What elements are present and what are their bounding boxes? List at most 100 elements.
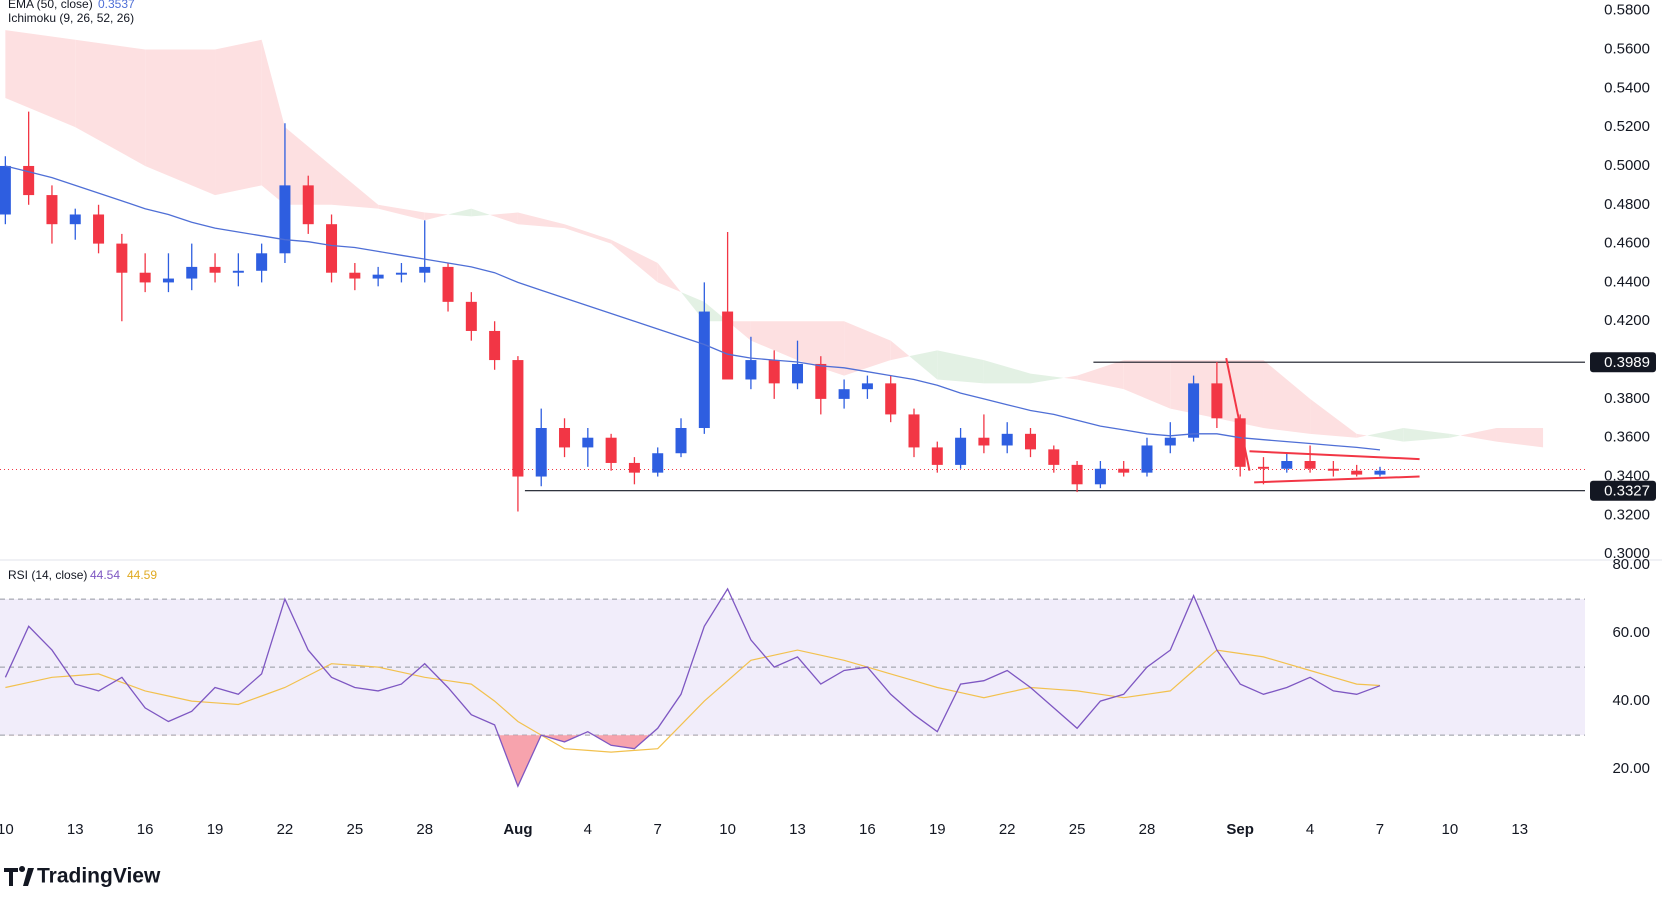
trend-line xyxy=(1254,475,1420,484)
x-tick-label: 4 xyxy=(584,821,592,838)
candle-body xyxy=(1048,449,1060,465)
candle-body xyxy=(442,266,454,302)
candle-body xyxy=(186,266,198,279)
y-tick-label: 0.5200 xyxy=(1604,118,1650,135)
y-tick-label: 0.4200 xyxy=(1604,312,1650,329)
trend-line xyxy=(1225,357,1251,471)
candle-body xyxy=(582,437,594,448)
candle-body xyxy=(1304,461,1316,469)
cloud-segment xyxy=(1263,360,1311,434)
candle-body xyxy=(1024,433,1036,450)
cloud-segment xyxy=(1030,373,1064,384)
candle-body xyxy=(0,165,11,215)
x-tick-label: Sep xyxy=(1226,821,1254,838)
x-tick-label: Aug xyxy=(503,821,532,838)
y-tick-label: 0.4400 xyxy=(1604,273,1650,290)
cloud-segment xyxy=(471,208,490,217)
cloud-segment xyxy=(704,301,728,322)
x-tick-label: 7 xyxy=(654,821,662,838)
candle-body xyxy=(1257,466,1269,469)
y-tick-label: 0.4600 xyxy=(1604,235,1650,252)
candle-body xyxy=(652,453,664,473)
candle-body xyxy=(93,214,105,244)
x-tick-label: 16 xyxy=(137,821,154,838)
ichimoku-cloud xyxy=(5,30,1544,448)
trend-line xyxy=(1249,450,1420,461)
y-tick-label: 0.3000 xyxy=(1604,545,1650,562)
cloud-segment xyxy=(1216,360,1264,429)
cloud-segment xyxy=(378,204,425,221)
cloud-segment xyxy=(890,340,910,361)
candle-body xyxy=(628,462,640,473)
y-tick-label: 0.4800 xyxy=(1604,196,1650,213)
candle-body xyxy=(1164,437,1176,446)
cloud-segment xyxy=(1063,375,1078,380)
cloud-segment xyxy=(983,360,1031,384)
cloud-segment xyxy=(5,30,76,128)
x-tick-label: 10 xyxy=(0,821,14,838)
candle-body xyxy=(675,428,687,454)
y-tick-label: 0.3800 xyxy=(1604,390,1650,407)
candle-body xyxy=(162,278,174,283)
candle-body xyxy=(861,383,873,390)
x-tick-label: 25 xyxy=(346,821,363,838)
rsi-y-tick-label: 20.00 xyxy=(1612,760,1650,777)
y-tick-label: 0.5400 xyxy=(1604,79,1650,96)
y-tick-label: 0.5600 xyxy=(1604,40,1650,57)
candle-body xyxy=(279,185,291,254)
cloud-segment xyxy=(909,350,938,380)
candle-body xyxy=(419,266,431,273)
x-tick-label: 10 xyxy=(719,821,736,838)
candle-body xyxy=(372,274,384,279)
candle-body xyxy=(1327,468,1339,471)
ichimoku-legend: Ichimoku (9, 26, 52, 26) xyxy=(8,11,134,25)
cloud-segment xyxy=(145,49,216,196)
candle-body xyxy=(256,253,268,271)
x-tick-label: 13 xyxy=(789,821,806,838)
cloud-segment xyxy=(1460,428,1497,442)
candle-body xyxy=(931,447,943,465)
candle-body xyxy=(232,270,244,273)
rsi-y-tick-label: 40.00 xyxy=(1612,692,1650,709)
x-tick-label: 4 xyxy=(1306,821,1314,838)
candle-body xyxy=(465,301,477,331)
candle-body xyxy=(1374,470,1386,475)
cloud-segment xyxy=(284,127,332,205)
x-tick-label: 22 xyxy=(999,821,1016,838)
cloud-segment xyxy=(1367,428,1404,442)
candle-body xyxy=(302,185,314,225)
candle-body xyxy=(1234,418,1246,467)
candle-body xyxy=(1071,464,1083,485)
y-tick-label: 0.3400 xyxy=(1604,468,1650,485)
candle-body xyxy=(1351,470,1363,475)
ema-line xyxy=(5,165,1381,451)
candle-body xyxy=(605,437,617,463)
cloud-segment xyxy=(1310,398,1357,438)
cloud-segment xyxy=(1123,360,1171,409)
x-tick-label: 10 xyxy=(1442,821,1459,838)
brand: TradingView xyxy=(37,865,161,888)
candle-body xyxy=(395,272,407,275)
cloud-segment xyxy=(448,208,472,217)
level-label: 0.3989 xyxy=(1604,354,1650,371)
candle-body xyxy=(535,428,547,477)
candle-body xyxy=(46,195,58,225)
candle-body xyxy=(768,360,780,384)
cloud-segment xyxy=(681,292,705,322)
candle-body xyxy=(1211,383,1223,419)
x-tick-label: 16 xyxy=(859,821,876,838)
candle-body xyxy=(326,224,338,273)
y-tick-label: 0.3600 xyxy=(1604,429,1650,446)
rsi-ma-legend-value: 44.59 xyxy=(127,568,157,582)
cloud-segment xyxy=(331,165,379,209)
x-tick-label: 13 xyxy=(67,821,84,838)
cloud-segment xyxy=(844,321,891,376)
rsi-pane xyxy=(0,587,1585,788)
x-tick-label: 7 xyxy=(1376,821,1384,838)
rsi-legend-value: 44.54 xyxy=(90,568,120,582)
cloud-segment xyxy=(750,321,798,361)
cloud-segment xyxy=(727,321,751,341)
x-tick-label: 28 xyxy=(1139,821,1156,838)
